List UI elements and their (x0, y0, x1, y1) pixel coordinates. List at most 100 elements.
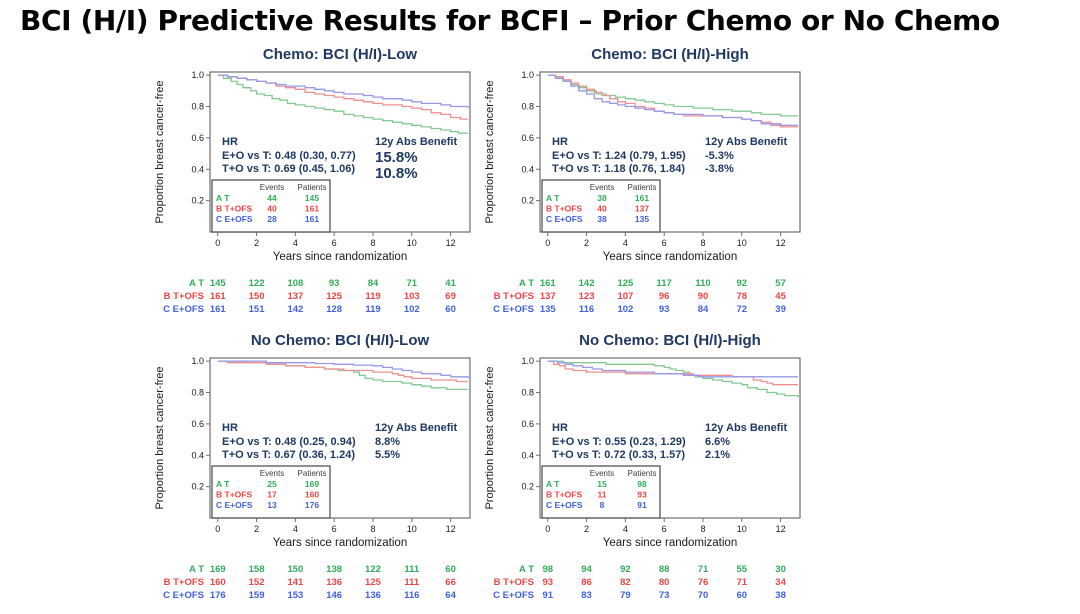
risk-count: 141 (287, 577, 304, 588)
risk-count: 117 (657, 278, 672, 289)
y-tick-label: 0.4 (521, 164, 534, 174)
y-tick-label: 0.4 (191, 450, 204, 460)
risk-row-label: A T (189, 278, 204, 289)
x-tick-label: 4 (293, 238, 298, 248)
risk-row-label: B T+OFS (164, 577, 204, 588)
risk-count: 110 (695, 278, 710, 289)
series-line-a-t (217, 74, 469, 134)
risk-row-label: C E+OFS (493, 304, 534, 315)
y-tick-label: 0.4 (521, 450, 534, 460)
risk-count: 84 (368, 278, 379, 289)
risk-count: 145 (210, 278, 227, 289)
risk-count: 64 (445, 590, 456, 601)
legend-patients-value: 135 (635, 214, 649, 224)
risk-count: 41 (445, 278, 456, 289)
risk-count: 55 (737, 564, 748, 575)
risk-count: 111 (404, 564, 420, 575)
benefit-label: 12y Abs Benefit (705, 422, 788, 434)
risk-count: 116 (404, 590, 419, 601)
risk-count: 94 (581, 564, 592, 575)
legend-header-patients: Patients (298, 183, 327, 192)
risk-row-label: C E+OFS (493, 590, 534, 601)
y-axis-title: Proportion breast cancer-free (484, 366, 496, 509)
km-chart-nochemo-bci-low: 1.0 0.8 0.6 0.4 0.2 0 2 4 6 8 10 12 Years since rand… (154, 356, 471, 601)
risk-count: 84 (698, 304, 709, 315)
panel-title: Chemo: BCI (H/I)-High (591, 46, 749, 63)
risk-count: 146 (326, 590, 342, 601)
risk-row-label: A T (519, 564, 534, 575)
benefit-value-to: -3.8% (705, 163, 734, 175)
legend-row-label: A T (216, 193, 230, 203)
hr-block: HR E+O vs T: 0.48 (0.25, 0.94) T+O vs T:… (222, 422, 356, 463)
plot-frame (539, 71, 801, 233)
risk-count: 119 (365, 304, 380, 315)
risk-count: 142 (287, 304, 303, 315)
x-tick-label: 12 (446, 524, 456, 534)
x-tick-label: 10 (407, 524, 417, 534)
panel-nochemo-bci-high: 1.0 0.8 0.6 0.4 0.2 0 2 4 6 8 10 12 Years since rand… (480, 332, 812, 614)
risk-count: 161 (540, 278, 557, 289)
legend-patients-value: 161 (305, 214, 319, 224)
x-tick-label: 0 (545, 238, 550, 248)
hr-line-to: T+O vs T: 0.69 (0.45, 1.06) (222, 163, 355, 175)
panel-title: Chemo: BCI (H/I)-Low (262, 46, 418, 63)
legend-box (541, 465, 661, 519)
risk-row-label: C E+OFS (163, 590, 204, 601)
plot-frame (539, 357, 801, 519)
legend-row-label: C E+OFS (216, 500, 253, 510)
risk-count: 60 (737, 590, 748, 601)
legend-events-value: 17 (267, 490, 277, 500)
legend-events-value: 13 (267, 500, 277, 510)
legend-patients-value: 169 (305, 479, 319, 489)
risk-count: 34 (775, 577, 786, 588)
legend-events-value: 40 (597, 204, 607, 214)
benefit-value-to: 2.1% (705, 449, 731, 461)
benefit-label: 12y Abs Benefit (375, 422, 458, 434)
risk-count: 92 (620, 564, 631, 575)
legend-row-label: C E+OFS (546, 214, 583, 224)
hr-label: HR (552, 422, 568, 434)
series-line-a-t (547, 360, 799, 398)
risk-count: 57 (775, 278, 786, 289)
legend-events-value: 40 (267, 204, 277, 214)
risk-count: 125 (326, 291, 343, 302)
x-axis-title: Years since randomization (273, 537, 407, 549)
risk-count: 91 (542, 590, 553, 601)
x-tick-label: 0 (215, 238, 220, 248)
risk-count: 159 (249, 590, 265, 601)
legend-events-value: 44 (267, 193, 277, 203)
risk-count: 169 (210, 564, 226, 575)
legend-row-label: B T+OFS (546, 490, 582, 500)
series-line-b-t+ofs (217, 74, 469, 120)
risk-count: 98 (542, 564, 553, 575)
risk-count: 30 (775, 564, 786, 575)
legend-events-value: 15 (597, 479, 607, 489)
x-tick-label: 8 (370, 524, 375, 534)
hr-line-to: T+O vs T: 0.67 (0.36, 1.24) (222, 449, 355, 461)
legend-header-patients: Patients (298, 469, 327, 478)
x-tick-label: 10 (407, 238, 417, 248)
x-tick-label: 2 (584, 524, 589, 534)
legend-row-label: C E+OFS (216, 214, 253, 224)
hr-label: HR (222, 136, 238, 148)
y-tick-label: 0.8 (521, 102, 534, 112)
x-tick-label: 2 (254, 524, 259, 534)
risk-count: 71 (737, 577, 748, 588)
risk-count: 150 (249, 291, 265, 302)
y-tick-label: 0.6 (191, 133, 204, 143)
x-tick-label: 0 (215, 524, 220, 534)
legend-events-value: 11 (598, 490, 607, 500)
risk-count: 45 (775, 291, 786, 302)
series-line-a-t (547, 74, 799, 117)
hr-block: HR E+O vs T: 1.24 (0.79, 1.95) T+O vs T:… (552, 136, 686, 177)
y-tick-label: 1.0 (191, 70, 204, 80)
legend-header-patients: Patients (628, 183, 657, 192)
risk-row-label: A T (519, 278, 534, 289)
risk-count: 158 (249, 564, 265, 575)
benefit-value-eo: 15.8% (375, 148, 418, 166)
y-tick-label: 0.2 (191, 196, 204, 206)
km-chart-nochemo-bci-high: 1.0 0.8 0.6 0.4 0.2 0 2 4 6 8 10 12 Years since rand… (484, 356, 801, 601)
hr-block: HR E+O vs T: 0.48 (0.30, 0.77) T+O vs T:… (222, 136, 356, 177)
risk-count: 102 (404, 304, 420, 315)
risk-count: 152 (249, 577, 265, 588)
